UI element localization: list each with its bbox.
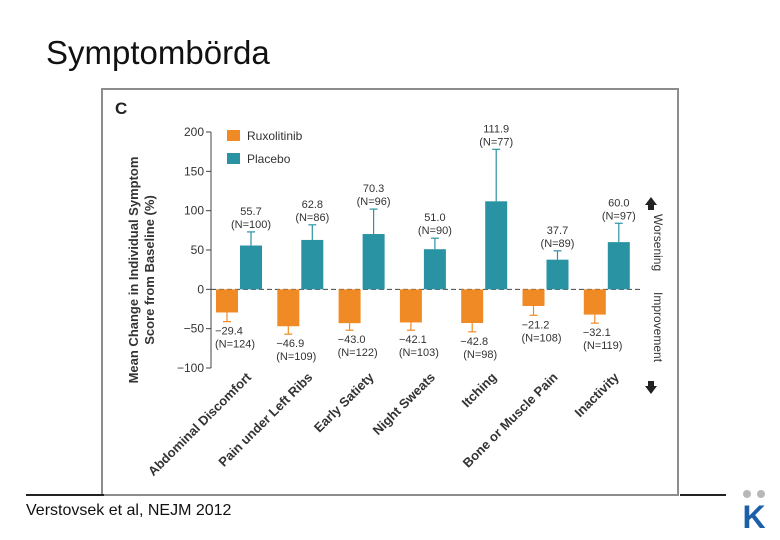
n-label-ruxolitinib: (N=122) (338, 347, 378, 359)
n-label-ruxolitinib: (N=109) (276, 351, 316, 363)
y-tick-label: 100 (184, 204, 204, 218)
legend: Ruxolitinib Placebo (227, 129, 303, 166)
up-arrow-icon (645, 197, 657, 210)
bar-placebo (607, 242, 630, 290)
category-label: Inactivity (571, 369, 622, 420)
y-axis-label: Mean Change in Individual Symptom Score … (126, 157, 157, 384)
value-label-ruxolitinib: −21.2 (522, 319, 550, 331)
value-label-placebo: 55.7 (240, 206, 261, 218)
logo-letter: K (742, 499, 765, 532)
value-label-ruxolitinib: −32.1 (583, 327, 611, 339)
logo-dot-left (743, 490, 751, 498)
chart-figure: C Mean Change in Individual Symptom Scor… (101, 88, 679, 496)
bar-placebo (485, 201, 508, 290)
legend-swatch-ruxolitinib (227, 130, 240, 141)
footer-rule-left (26, 494, 104, 496)
n-label-ruxolitinib: (N=119) (583, 340, 622, 352)
value-label-placebo: 37.7 (547, 225, 568, 237)
value-label-placebo: 51.0 (424, 212, 445, 224)
y-tick-label: 0 (197, 282, 204, 296)
n-label-ruxolitinib: (N=103) (399, 347, 439, 359)
y-axis-label-line-2: Score from Baseline (%) (142, 195, 157, 345)
bar-placebo (423, 249, 446, 290)
n-label-placebo: (N=100) (231, 219, 271, 231)
value-label-ruxolitinib: −29.4 (215, 326, 243, 338)
bar-placebo (362, 234, 385, 290)
category-label: Night Sweats (370, 370, 438, 438)
n-label-placebo: (N=86) (295, 212, 329, 224)
y-tick-label: 200 (184, 125, 204, 139)
n-label-placebo: (N=96) (357, 196, 391, 208)
category-label: Abdominal Discomfort (145, 369, 255, 479)
n-label-placebo: (N=97) (602, 210, 636, 222)
bar-placebo (240, 245, 262, 290)
bar-ruxolitinib (277, 289, 300, 327)
y-tick-label: 150 (184, 164, 204, 178)
value-label-ruxolitinib: −42.8 (460, 336, 488, 348)
value-label-placebo: 70.3 (363, 183, 384, 195)
value-label-ruxolitinib: −46.9 (276, 338, 304, 350)
value-label-placebo: 111.9 (483, 123, 509, 135)
bar-placebo (301, 239, 324, 290)
value-label-placebo: 60.0 (608, 197, 629, 209)
n-label-ruxolitinib: (N=98) (463, 349, 497, 361)
category-label: Early Satiety (311, 369, 377, 435)
value-label-placebo: 62.8 (302, 199, 323, 211)
y-tick-label: −100 (177, 361, 204, 375)
n-label-ruxolitinib: (N=108) (521, 332, 561, 344)
footer-rule-right (680, 494, 726, 496)
y-axis-label-line-1: Mean Change in Individual Symptom (126, 157, 141, 384)
y-tick-label: −50 (184, 322, 205, 336)
k-logo-icon: K (742, 490, 766, 532)
n-label-placebo: (N=90) (418, 225, 452, 237)
bar-placebo (546, 259, 569, 290)
bar-ruxolitinib (461, 289, 484, 324)
direction-indicators: Worsening Improvement (645, 197, 665, 394)
worsening-label: Worsening (651, 214, 665, 271)
y-tick-label: 50 (191, 243, 205, 257)
improvement-label: Improvement (651, 292, 665, 363)
value-label-ruxolitinib: −43.0 (338, 334, 366, 346)
legend-swatch-placebo (227, 153, 240, 164)
legend-label-placebo: Placebo (247, 152, 291, 166)
panel-label: C (115, 99, 127, 118)
bar-ruxolitinib (522, 289, 545, 307)
bar-ruxolitinib (338, 289, 361, 324)
slide-title: Symptombörda (46, 34, 270, 71)
bar-chart: C Mean Change in Individual Symptom Scor… (115, 99, 665, 479)
citation: Verstovsek et al, NEJM 2012 (26, 502, 232, 519)
n-label-placebo: (N=89) (541, 238, 575, 250)
bar-ruxolitinib (399, 289, 422, 323)
n-label-ruxolitinib: (N=124) (215, 339, 255, 351)
value-label-ruxolitinib: −42.1 (399, 334, 427, 346)
legend-label-ruxolitinib: Ruxolitinib (247, 129, 303, 143)
logo-dot-right (757, 490, 765, 498)
bar-ruxolitinib (216, 289, 238, 313)
n-label-placebo: (N=77) (479, 136, 513, 148)
down-arrow-icon (645, 381, 657, 394)
bar-ruxolitinib (583, 289, 606, 315)
category-label: Itching (459, 369, 500, 410)
